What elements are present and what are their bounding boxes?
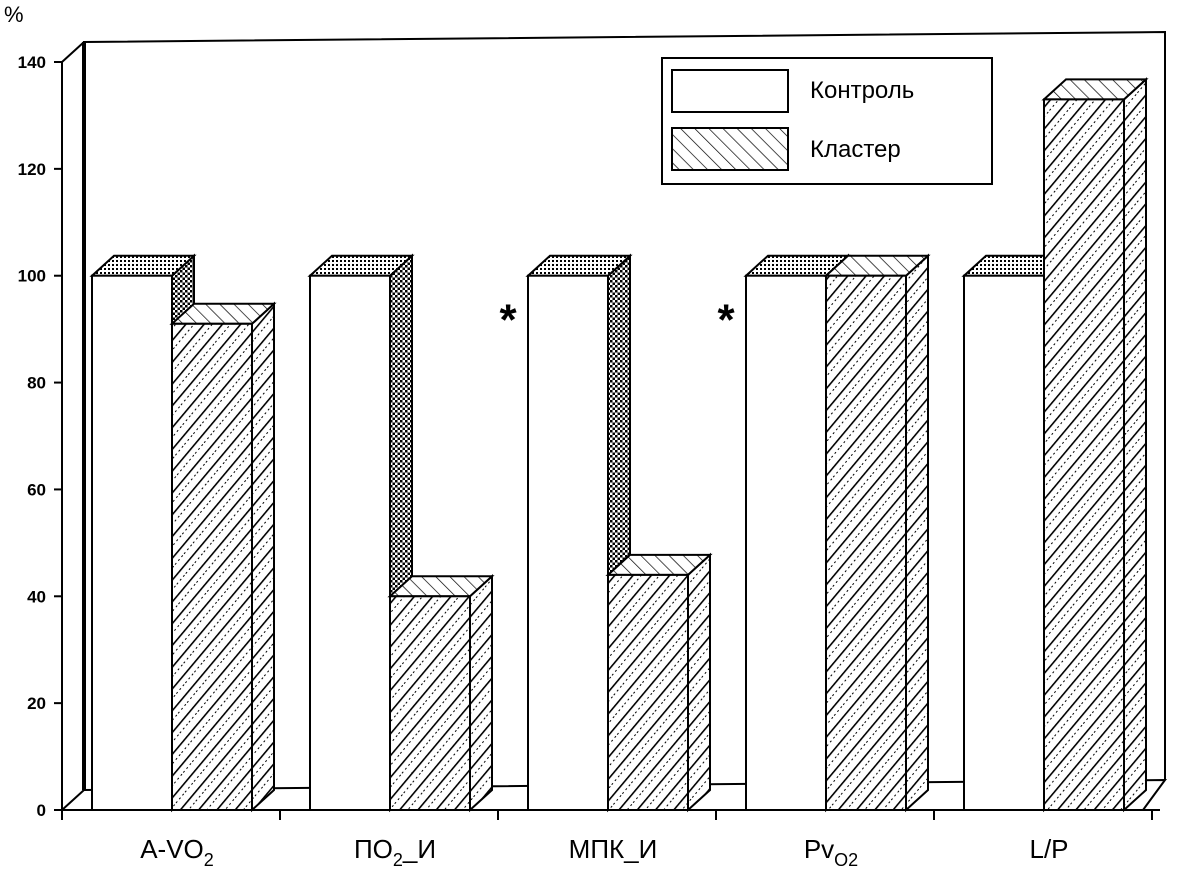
bar-cluster <box>1041 77 1149 813</box>
y-axis: 0 20 40 60 80 100 120 140 <box>18 41 85 820</box>
bar-front-face <box>91 274 173 811</box>
bar-side-face <box>687 552 711 813</box>
bar-front-face <box>171 322 253 811</box>
y-tick-label: 100 <box>18 267 46 286</box>
x-category-label: PvO2 <box>804 834 858 870</box>
legend-label-control: Контроль <box>810 77 914 104</box>
bar-control <box>307 253 415 813</box>
annotations: * * <box>499 295 735 344</box>
y-axis-top-edge <box>61 41 85 63</box>
legend-swatch-cluster <box>671 127 789 171</box>
significance-asterisk: * <box>717 295 735 344</box>
bar-front-face <box>527 274 609 811</box>
y-tick-label: 0 <box>37 801 46 820</box>
bar-front-face <box>309 274 391 811</box>
legend-label-cluster: Кластер <box>810 136 901 163</box>
legend-swatch-control <box>671 69 789 113</box>
x-category-label: L/P <box>1029 834 1068 864</box>
bar-cluster <box>169 301 277 813</box>
y-tick-label: 60 <box>27 480 46 499</box>
bar-cluster <box>605 552 713 813</box>
bar-front-face <box>607 573 689 812</box>
bar-side-face <box>1123 77 1147 813</box>
x-category-label: ПО2_И <box>354 834 436 870</box>
y-tick-label: 120 <box>18 160 46 179</box>
y-tick-label: 40 <box>27 587 46 606</box>
x-category-label: МПК_И <box>569 834 658 864</box>
bar-front-face <box>825 274 907 811</box>
legend: Контроль Кластер <box>661 57 993 185</box>
y-tick-label: 140 <box>18 53 46 72</box>
bar-front-face <box>389 595 471 811</box>
x-axis: A-VO2 ПО2_И МПК_И PvO2 L/P <box>61 809 1160 870</box>
bar-side-face <box>905 253 929 813</box>
y-tick-label: 80 <box>27 374 46 393</box>
y-tick-label: 20 <box>27 694 46 713</box>
bar-cluster <box>823 253 931 813</box>
bar-front-face <box>1043 98 1125 811</box>
bar-front-face <box>963 274 1045 811</box>
bars <box>89 77 1149 813</box>
bar-front-face <box>745 274 827 811</box>
significance-asterisk: * <box>499 295 517 344</box>
x-category-label: A-VO2 <box>140 834 214 870</box>
bar-side-face <box>251 301 275 813</box>
y-axis-unit: % <box>4 2 24 27</box>
bar-cluster <box>387 574 495 813</box>
bar-side-face <box>469 574 493 813</box>
